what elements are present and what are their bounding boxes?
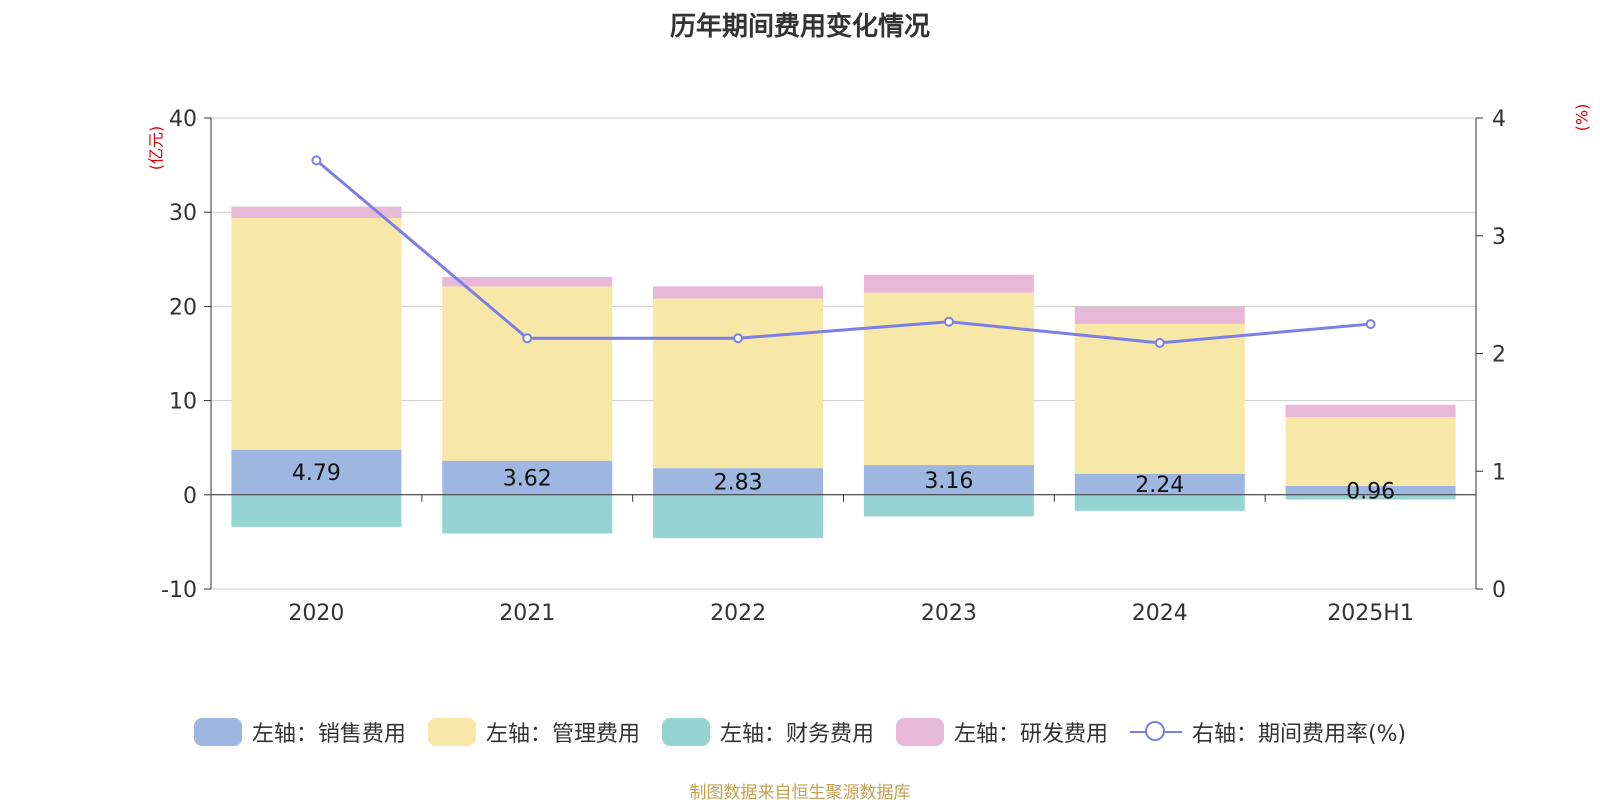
bar-finance <box>653 494 824 539</box>
bar-rd <box>442 277 613 287</box>
legend-label-finance: 左轴：财务费用 <box>719 722 874 747</box>
bar-finance <box>231 494 402 527</box>
bar-finance <box>863 494 1034 517</box>
bar-sales <box>1285 485 1456 495</box>
rate-point <box>311 155 322 166</box>
legend-label-sales: 左轴：销售费用 <box>251 722 406 747</box>
bar-rd <box>1285 404 1456 417</box>
chart-title: 历年期间费用变化情况 <box>669 12 930 42</box>
category-label: 2025H1 <box>1327 601 1414 626</box>
left-tick-label: 10 <box>169 390 197 415</box>
data-label-sales: 0.96 <box>1346 479 1395 504</box>
category-label: 2023 <box>921 601 977 626</box>
rate-point <box>1154 337 1165 348</box>
category-label: 2022 <box>710 601 766 626</box>
data-label-sales: 3.62 <box>503 467 552 492</box>
right-tick-label: 1 <box>1492 460 1506 485</box>
data-label-sales: 2.83 <box>714 470 763 495</box>
category-label: 2020 <box>288 601 344 626</box>
rate-point <box>733 333 744 344</box>
legend-item-finance[interactable]: 左轴：财务费用 <box>661 716 874 748</box>
category-label: 2021 <box>499 601 555 626</box>
bar-admin <box>442 286 613 461</box>
bar-finance <box>1074 494 1245 511</box>
bar-finance <box>442 494 613 534</box>
bar-sales <box>1074 473 1245 495</box>
rate-line <box>315 159 1371 345</box>
right-tick-label: 4 <box>1492 107 1506 132</box>
left-tick-label: 30 <box>169 201 197 226</box>
bar-sales <box>442 460 613 495</box>
bar-admin <box>653 298 824 469</box>
data-label-sales: 4.79 <box>292 461 341 486</box>
bar-rd <box>1074 306 1245 324</box>
bar-rd <box>863 274 1034 293</box>
rate-point <box>1365 319 1376 330</box>
legend-item-rate[interactable]: 右轴：期间费用率(%) <box>1129 716 1407 748</box>
bar-rd <box>231 206 402 218</box>
legend-item-rd[interactable]: 左轴：研发费用 <box>895 716 1108 748</box>
bar-admin <box>1285 416 1456 486</box>
rate-point <box>943 316 954 327</box>
left-tick-label: 40 <box>169 107 197 132</box>
data-label-sales: 3.16 <box>924 469 973 494</box>
legend-item-admin[interactable]: 左轴：管理费用 <box>427 716 640 748</box>
rate-point <box>522 333 533 344</box>
legend-swatch-finance <box>661 718 710 746</box>
right-tick-label: 2 <box>1492 343 1506 368</box>
bar-admin <box>1074 323 1245 474</box>
legend-label-rd: 左轴：研发费用 <box>953 722 1108 747</box>
bar-admin <box>231 217 402 450</box>
left-tick-label: 0 <box>183 484 197 509</box>
legend-swatch-sales <box>193 718 242 746</box>
right-tick-label: 0 <box>1492 578 1506 603</box>
bar-sales <box>231 449 402 495</box>
left-tick-label: 20 <box>169 295 197 320</box>
data-label-sales: 2.24 <box>1135 473 1184 498</box>
legend-label-rate: 右轴：期间费用率(%) <box>1191 722 1407 747</box>
legend-swatch-admin <box>427 718 476 746</box>
bar-finance <box>1285 494 1456 500</box>
bar-rd <box>653 286 824 299</box>
legend-line-marker-icon <box>1129 718 1182 746</box>
category-label: 2024 <box>1132 601 1188 626</box>
right-tick-label: 3 <box>1492 225 1506 250</box>
legend-swatch-rd <box>895 718 944 746</box>
legend-label-admin: 左轴：管理费用 <box>485 722 640 747</box>
chart-plot: -10 0 10 20 30 40 0 1 2 3 4 4.79 3.62 2.83 3.16 2.24 0.9… <box>161 107 1506 626</box>
left-tick-label: -10 <box>161 578 197 603</box>
bar-sales <box>653 468 824 495</box>
chart-legend: 左轴：销售费用 左轴：管理费用 左轴：财务费用 左轴：研发费用 右轴：期间费用率… <box>0 716 1600 748</box>
bar-sales <box>863 465 1034 495</box>
data-source-note: 制图数据来自恒生聚源数据库 <box>689 783 911 803</box>
legend-item-sales[interactable]: 左轴：销售费用 <box>193 716 406 748</box>
